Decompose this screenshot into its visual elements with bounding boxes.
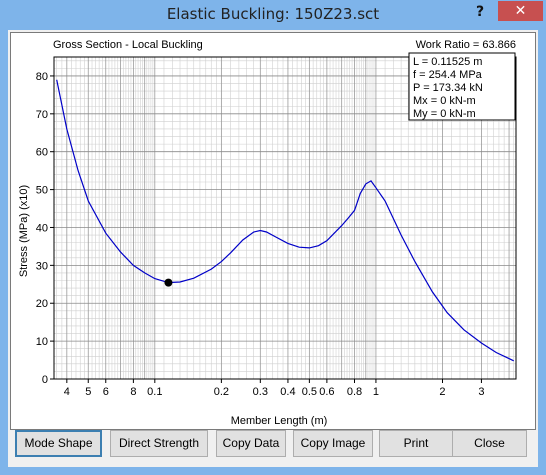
- x-tick-label: 5: [85, 386, 91, 398]
- x-tick-label: 0.5: [302, 386, 317, 398]
- y-tick-label: 80: [36, 71, 48, 83]
- print-button[interactable]: Print: [379, 430, 453, 457]
- x-tick-label: 0.6: [319, 386, 334, 398]
- buckling-chart: Gross Section - Local Buckling Work Rati…: [18, 39, 517, 427]
- minimum-point-marker: [164, 278, 173, 287]
- tick-labels: 0 10 20 30 40 50 60 70 80 4 5 6 8 0.1 0.2 0.3 0.4 0.5 0.6 0…: [36, 71, 485, 398]
- work-ratio: Work Ratio = 63.866: [416, 39, 516, 51]
- y-tick-label: 20: [36, 298, 48, 310]
- x-tick-label: 0.2: [214, 386, 229, 398]
- x-tick-label: 3: [478, 386, 484, 398]
- y-tick-label: 30: [36, 260, 48, 272]
- y-tick-label: 40: [36, 222, 48, 234]
- y-tick-label: 60: [36, 147, 48, 159]
- y-tick-label: 50: [36, 185, 48, 197]
- info-mx: Mx = 0 kN-m: [413, 95, 476, 107]
- direct-strength-button[interactable]: Direct Strength: [110, 430, 208, 457]
- x-tick-label: 2: [439, 386, 445, 398]
- copy-image-button[interactable]: Copy Image: [293, 430, 373, 457]
- mode-shape-button[interactable]: Mode Shape: [15, 430, 102, 457]
- y-tick-label: 10: [36, 336, 48, 348]
- info-my: My = 0 kN-m: [413, 108, 476, 120]
- x-tick-label: 0.1: [147, 386, 162, 398]
- info-length: L = 0.11525 m: [413, 56, 482, 68]
- x-tick-label: 8: [130, 386, 136, 398]
- x-tick-label: 4: [64, 386, 70, 398]
- y-tick-label: 70: [36, 109, 48, 121]
- copy-data-button[interactable]: Copy Data: [216, 430, 286, 457]
- minor-grid: [54, 57, 516, 379]
- buckling-curve: [56, 79, 514, 362]
- x-tick-label: 0.3: [253, 386, 268, 398]
- window-title: Elastic Buckling: 150Z23.sct: [166, 5, 380, 23]
- x-tick-label: 0.8: [347, 386, 362, 398]
- x-tick-label: 1: [373, 386, 379, 398]
- x-tick-label: 6: [103, 386, 109, 398]
- info-box: [408, 52, 516, 121]
- help-button[interactable]: ?: [475, 4, 485, 20]
- section-label: Gross Section - Local Buckling: [53, 39, 203, 51]
- x-axis-label: Member Length (m): [231, 415, 328, 427]
- close-button[interactable]: Close: [452, 430, 527, 457]
- x-tick-label: 0.4: [280, 386, 295, 398]
- y-tick-label: 0: [42, 374, 48, 386]
- dialog-client-area: Gross Section - Local Buckling Work Rati…: [8, 30, 538, 467]
- info-load: P = 173.34 kN: [413, 82, 483, 94]
- y-axis-label: Stress (MPa) (x10): [18, 185, 30, 277]
- info-stress: f = 254.4 MPa: [413, 69, 483, 81]
- window-close-button[interactable]: ✕: [498, 1, 543, 21]
- plot-frame: [53, 56, 517, 380]
- axis-ticks: [50, 75, 482, 383]
- title-bar[interactable]: Elastic Buckling: 150Z23.sct ? ✕: [0, 0, 546, 28]
- chart-panel: Gross Section - Local Buckling Work Rati…: [10, 32, 536, 430]
